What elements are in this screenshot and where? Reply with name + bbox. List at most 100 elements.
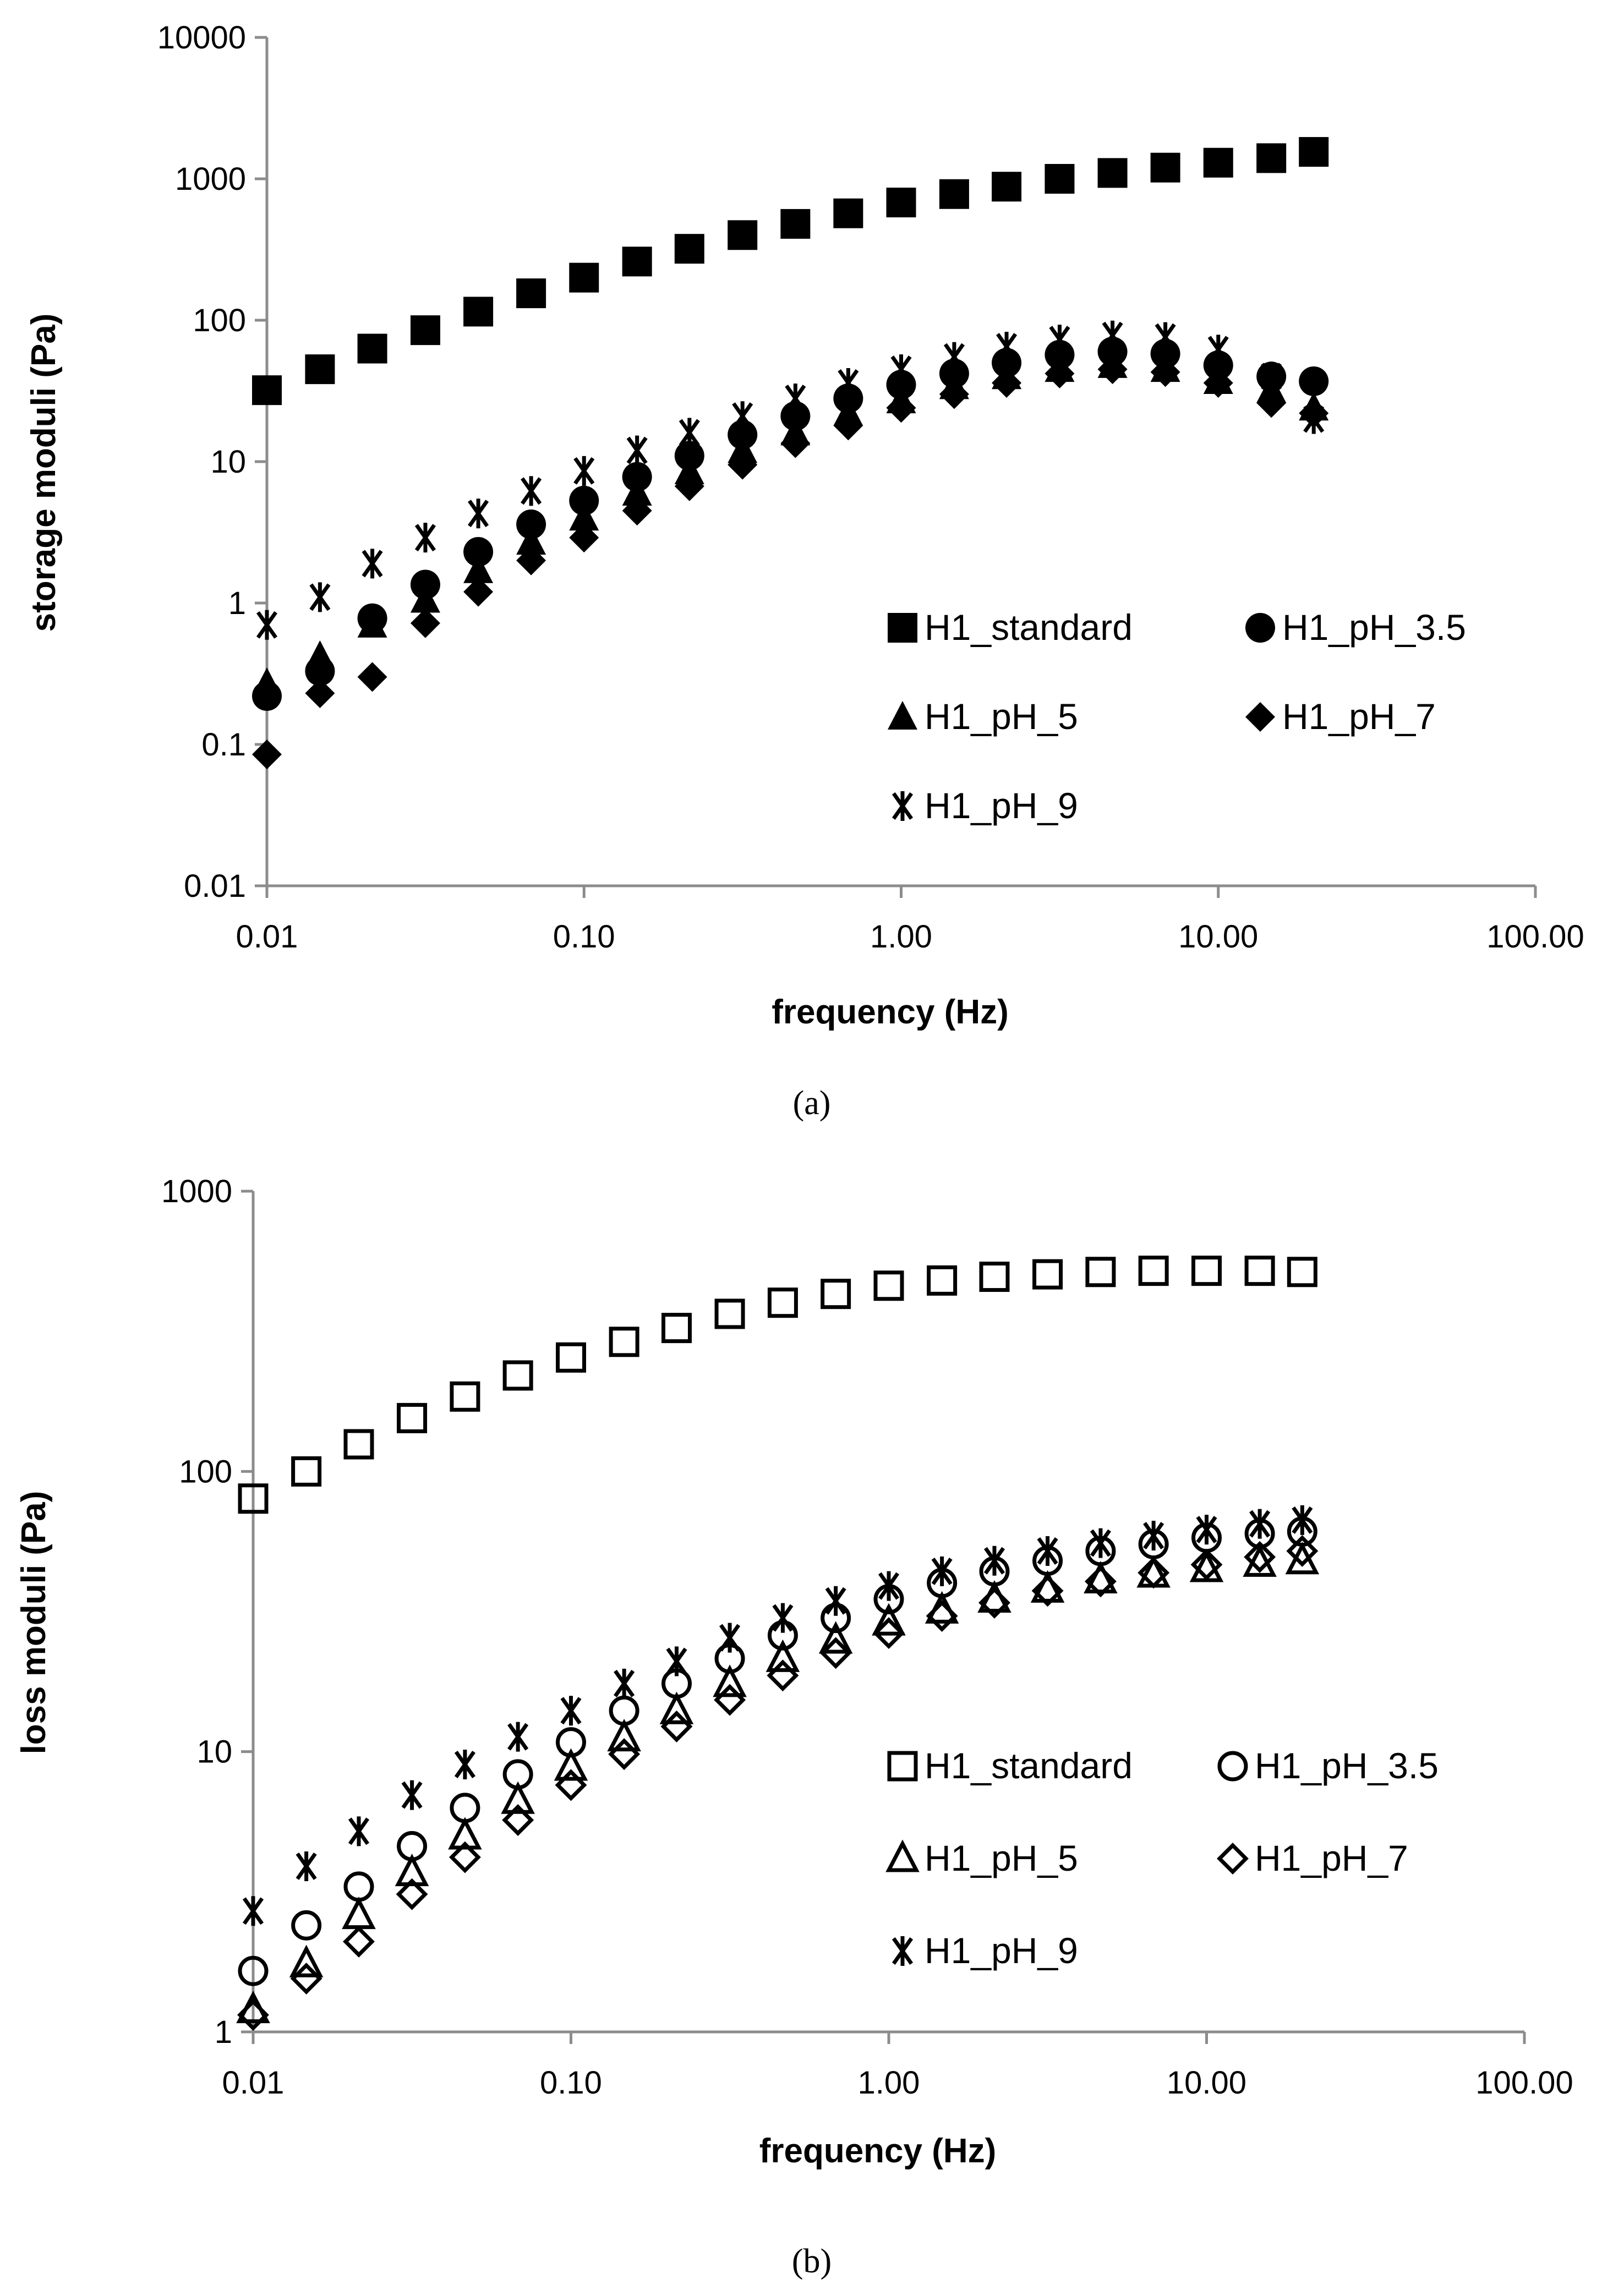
data-point — [343, 1925, 375, 1958]
data-point — [410, 315, 440, 346]
data-point — [516, 278, 546, 309]
data-point — [767, 1287, 798, 1318]
asterisk-stroke — [772, 1604, 794, 1632]
data-point — [1155, 322, 1176, 352]
series-H1_pH_3.5 — [238, 1516, 1317, 1986]
asterisk-stroke — [890, 355, 912, 383]
data-point — [501, 1781, 535, 1814]
data-point — [608, 1738, 641, 1771]
data-point — [943, 342, 965, 372]
legend-marker — [1245, 702, 1275, 732]
data-point — [1249, 1509, 1271, 1539]
data-point — [838, 368, 859, 398]
data-point — [252, 667, 282, 697]
data-point — [242, 1896, 264, 1926]
data-point — [1084, 1565, 1117, 1598]
legend-label: H1_standard — [925, 1745, 1133, 1786]
data-point — [1138, 1557, 1170, 1589]
data-point — [732, 401, 753, 431]
data-point — [1138, 1256, 1169, 1286]
data-point — [449, 1841, 481, 1873]
legend-marker — [885, 1839, 920, 1872]
data-point — [448, 1817, 482, 1850]
data-point — [343, 1429, 374, 1460]
data-point — [463, 554, 494, 583]
asterisk-stroke — [732, 402, 753, 430]
data-point — [463, 537, 494, 567]
data-point — [468, 498, 489, 529]
data-point — [410, 584, 440, 613]
data-point — [607, 1719, 641, 1752]
data-point — [401, 1780, 423, 1810]
data-point — [516, 509, 546, 540]
data-point — [674, 234, 704, 264]
data-point — [833, 198, 863, 228]
data-point — [886, 188, 916, 218]
x-axis-title: frequency (Hz) — [772, 993, 1009, 1031]
data-point — [614, 1668, 635, 1698]
data-point — [785, 383, 806, 414]
data-point — [1191, 1256, 1222, 1286]
data-point — [1256, 143, 1287, 173]
asterisk-stroke — [892, 792, 914, 820]
y-tick-label: 1000 — [161, 1174, 232, 1209]
data-point — [1244, 1256, 1275, 1286]
y-tick-label: 1000 — [175, 161, 246, 197]
legend-marker — [887, 1751, 918, 1782]
data-point — [818, 1621, 853, 1654]
data-point — [825, 1586, 846, 1616]
asterisk-stroke — [1049, 326, 1070, 354]
data-point — [1037, 1536, 1058, 1566]
asterisk-stroke — [348, 1817, 370, 1845]
data-point — [521, 476, 542, 506]
data-point — [622, 496, 652, 526]
data-point — [516, 526, 546, 555]
data-point — [1085, 1257, 1116, 1287]
x-tick-label: 100.00 — [1486, 919, 1584, 955]
asterisk-stroke — [521, 477, 542, 505]
data-point — [780, 428, 811, 458]
x-axis-title: frequency (Hz) — [759, 2132, 997, 2170]
asterisk-stroke — [296, 1852, 317, 1880]
data-point — [979, 1262, 1010, 1292]
asterisk-stroke — [983, 1547, 1005, 1575]
data-point — [719, 1623, 741, 1653]
data-point — [1045, 358, 1075, 388]
data-point — [1261, 361, 1282, 392]
data-point — [1136, 1555, 1171, 1588]
data-point — [1196, 1515, 1217, 1545]
series-H1_pH_7 — [252, 354, 1329, 770]
data-point — [886, 393, 916, 423]
series-H1_pH_9 — [242, 1505, 1313, 1926]
asterisk-stroke — [454, 1751, 475, 1778]
data-point — [819, 1637, 852, 1669]
y-tick-label: 0.01 — [184, 868, 246, 904]
data-point — [1190, 1548, 1223, 1581]
data-point — [622, 477, 652, 506]
asterisk-stroke — [785, 385, 806, 413]
data-point — [659, 1691, 694, 1724]
legend-marker — [888, 613, 917, 643]
y-axis-title: storage moduli (Pa) — [25, 314, 63, 632]
data-point — [348, 1816, 370, 1846]
data-point — [569, 523, 599, 553]
asterisk-stroke — [560, 1697, 582, 1725]
asterisk-stroke — [1143, 1522, 1164, 1550]
data-point — [1045, 164, 1075, 194]
data-point — [772, 1603, 794, 1633]
legend-label: H1_pH_9 — [925, 785, 1078, 826]
data-point — [291, 1910, 322, 1941]
data-point — [1207, 335, 1229, 365]
data-point — [679, 418, 700, 448]
asterisk-stroke — [892, 1937, 914, 1965]
asterisk-stroke — [614, 1669, 635, 1697]
legend-label: H1_pH_7 — [1255, 1838, 1408, 1878]
legend-marker — [892, 791, 914, 821]
data-point — [927, 1265, 958, 1296]
legend-marker — [892, 1936, 914, 1966]
data-point — [1030, 1570, 1065, 1603]
data-point — [357, 609, 387, 638]
data-point — [397, 1402, 428, 1433]
x-tick-label: 1.00 — [870, 919, 932, 955]
